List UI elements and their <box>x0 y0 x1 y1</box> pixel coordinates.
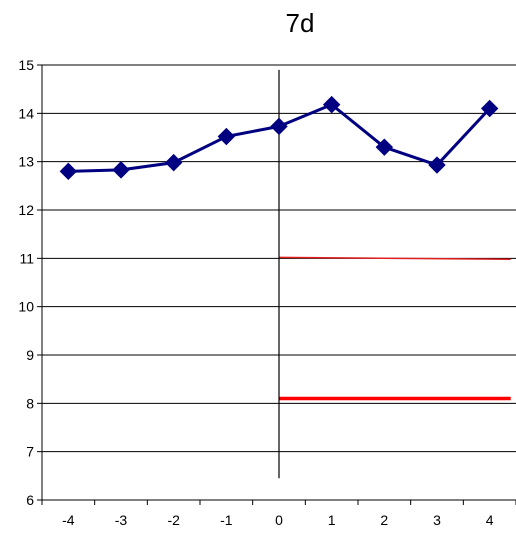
data-point-marker <box>428 156 446 174</box>
data-point-marker <box>270 117 288 136</box>
y-tick-label: 7 <box>26 444 34 460</box>
x-tick-label: 3 <box>433 512 441 528</box>
y-tick-label: 10 <box>18 299 34 315</box>
x-axis-ticks: -4 -3 -2 -1 0 1 2 3 4 <box>41 500 516 528</box>
y-tick-label: 9 <box>26 347 34 363</box>
data-point-marker <box>375 138 394 156</box>
x-tick-label: 4 <box>486 512 494 528</box>
x-tick-label: -4 <box>62 512 75 528</box>
y-tick-label: 12 <box>18 202 34 218</box>
reference-line <box>278 256 511 261</box>
y-tick-label: 14 <box>18 105 34 121</box>
data-point-marker <box>112 161 130 179</box>
x-tick-label: -3 <box>115 512 128 528</box>
y-tick-label: 6 <box>26 492 34 508</box>
y-tick-label: 15 <box>18 57 34 73</box>
x-tick-label: 0 <box>275 512 283 528</box>
axes <box>41 65 516 501</box>
x-tick-label: 2 <box>380 512 388 528</box>
y-axis-ticks: 6 7 8 9 10 11 12 13 14 15 <box>18 57 42 508</box>
y-tick-label: 11 <box>19 250 34 266</box>
series-group <box>59 95 499 181</box>
data-point-marker <box>59 162 78 181</box>
data-point-marker <box>164 153 183 172</box>
x-tick-label: -1 <box>220 512 233 528</box>
chart-title: 7d <box>285 8 315 38</box>
data-point-marker <box>322 95 341 114</box>
data-point-marker <box>217 127 236 146</box>
y-tick-label: 8 <box>26 395 34 411</box>
x-tick-label: -2 <box>167 512 180 528</box>
x-tick-label: 1 <box>328 512 336 528</box>
data-point-marker <box>480 99 499 118</box>
y-tick-label: 13 <box>18 154 34 170</box>
reference-lines <box>278 256 511 401</box>
